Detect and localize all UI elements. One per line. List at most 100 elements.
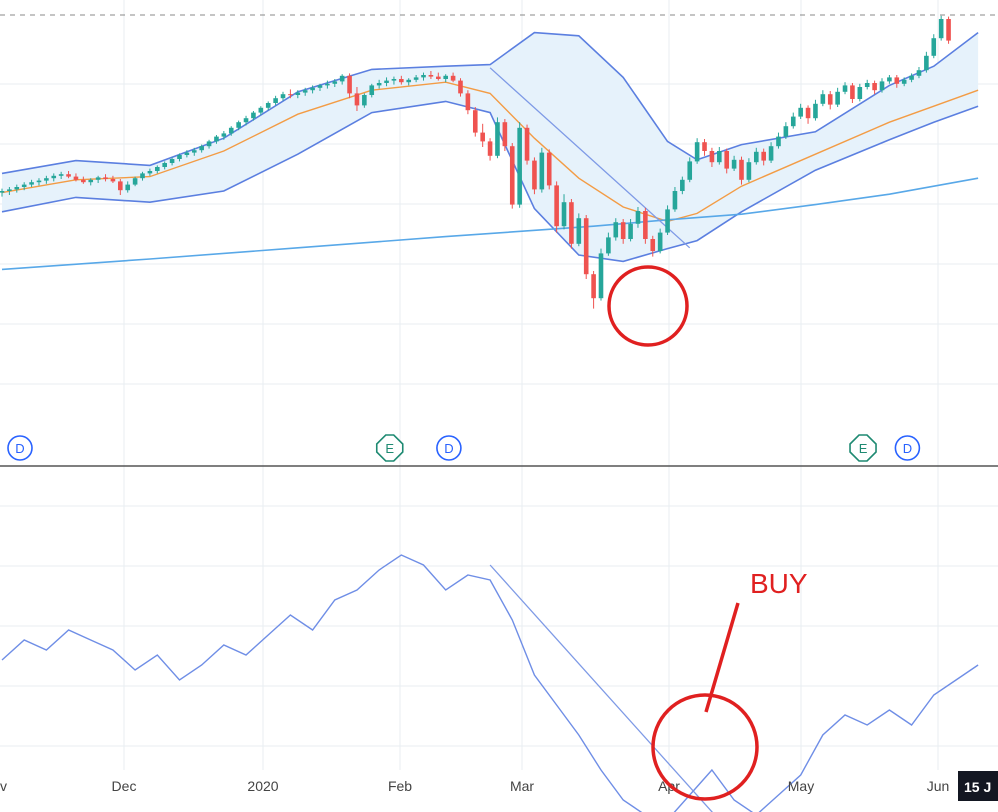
candle — [376, 79, 382, 89]
candle — [709, 147, 715, 167]
candle-body — [827, 94, 833, 105]
candle-body — [887, 77, 892, 82]
candle-body — [768, 146, 774, 161]
buy-label: BUY — [750, 568, 808, 599]
candle — [680, 176, 685, 195]
candle-body — [620, 222, 626, 239]
candle-body — [295, 92, 301, 95]
candle-body — [332, 81, 338, 84]
candle — [295, 90, 301, 99]
candle — [332, 79, 338, 87]
candle-body — [44, 178, 49, 181]
candle — [702, 139, 707, 156]
candle — [820, 90, 826, 107]
candle-body — [546, 152, 552, 186]
x-axis-label: 2020 — [247, 778, 278, 794]
candle-body — [583, 218, 589, 275]
candle-body — [147, 171, 153, 174]
annotations: BUY — [607, 265, 808, 801]
candle — [487, 138, 493, 161]
candle-body — [428, 75, 434, 77]
grid-lines — [0, 0, 998, 770]
candle-body — [761, 151, 766, 161]
candle-body — [539, 152, 545, 190]
candle — [938, 15, 944, 41]
candle-body — [916, 70, 922, 76]
candle — [391, 76, 397, 85]
candle — [620, 219, 626, 244]
candle-body — [502, 122, 508, 147]
candle-body — [362, 95, 367, 106]
candle — [347, 73, 352, 99]
candle-body — [931, 38, 937, 56]
candle-body — [739, 159, 744, 180]
bollinger-fill — [2, 32, 979, 262]
candle — [436, 72, 441, 81]
candle — [154, 165, 160, 174]
candle — [827, 91, 833, 110]
candle — [169, 157, 175, 166]
dividend-badge-label: D — [15, 441, 24, 456]
candle-body — [569, 202, 574, 244]
candle-body — [125, 184, 131, 191]
candle — [369, 83, 375, 98]
candle — [524, 124, 530, 165]
candle — [443, 74, 448, 83]
candle-body — [436, 76, 441, 79]
candle-body — [517, 127, 522, 205]
candle — [502, 119, 508, 151]
candle-body — [310, 87, 315, 91]
candle-body — [687, 161, 693, 180]
candle-body — [561, 202, 567, 227]
candle — [273, 95, 278, 106]
candle — [110, 175, 116, 183]
candle-body — [613, 222, 619, 238]
candle-body — [317, 85, 323, 88]
date-cursor-label: 15 J — [964, 779, 991, 795]
candle-body — [894, 77, 900, 84]
candle — [901, 77, 907, 87]
candle — [0, 188, 5, 197]
candle — [73, 173, 79, 182]
candle — [199, 144, 204, 153]
candle — [879, 78, 885, 93]
candle — [339, 74, 345, 85]
candle — [687, 157, 693, 183]
x-axis-label-partial: v — [0, 778, 7, 794]
candle — [184, 150, 190, 158]
indicator-pane[interactable] — [1, 554, 979, 812]
event-marker-e: E — [849, 434, 877, 462]
candle — [480, 123, 485, 147]
candle-body — [628, 223, 633, 239]
event-marker-e: E — [375, 434, 404, 462]
candle-body — [140, 173, 145, 179]
candle-body — [214, 136, 219, 142]
candle — [606, 232, 611, 256]
candle — [872, 80, 877, 95]
candle — [258, 106, 264, 115]
candle-body — [746, 162, 752, 180]
candle — [162, 161, 167, 170]
candle — [406, 78, 412, 86]
candle — [598, 248, 604, 301]
candle-body — [81, 179, 86, 183]
candle — [790, 112, 796, 129]
candle-body — [650, 239, 656, 251]
candle-body — [280, 94, 286, 99]
candle-body — [665, 209, 670, 233]
candle — [354, 87, 360, 111]
date-cursor-badge — [958, 771, 998, 801]
candle-body — [162, 163, 167, 167]
candle — [310, 85, 315, 94]
candle — [894, 75, 900, 88]
candle-body — [805, 107, 811, 119]
candle — [768, 142, 774, 163]
candle-body — [369, 85, 375, 95]
price-trendline — [489, 67, 691, 249]
candle-body — [842, 85, 848, 92]
candle — [850, 83, 855, 103]
candle-body — [7, 189, 12, 191]
